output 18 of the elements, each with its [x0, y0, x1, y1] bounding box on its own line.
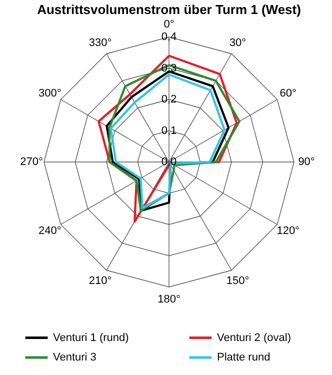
spoke-label: 300°: [38, 87, 62, 100]
spoke-label: 240°: [38, 224, 62, 237]
spoke-label: 30°: [229, 36, 246, 49]
spoke-label: 120°: [276, 224, 300, 237]
spoke-label: 270°: [20, 156, 43, 168]
spoke-label: 330°: [88, 36, 112, 49]
spoke-label: 150°: [226, 275, 250, 288]
legend-label: Venturi 2 (oval): [217, 332, 291, 344]
spoke-label: 210°: [88, 275, 112, 288]
spoke-label: 60°: [280, 87, 296, 100]
legend-label: Platte rund: [217, 352, 270, 364]
legend-label: Venturi 3: [53, 352, 96, 364]
chart-title: Austrittsvolumenstrom über Turm 1 (West): [37, 2, 301, 17]
y-tick-label: 0,3: [161, 62, 177, 74]
spoke-label: 90°: [298, 156, 315, 168]
legend-label: Venturi 1 (rund): [53, 332, 129, 344]
spoke-label: 0°: [164, 18, 174, 30]
spoke-label: 180°: [158, 294, 180, 306]
